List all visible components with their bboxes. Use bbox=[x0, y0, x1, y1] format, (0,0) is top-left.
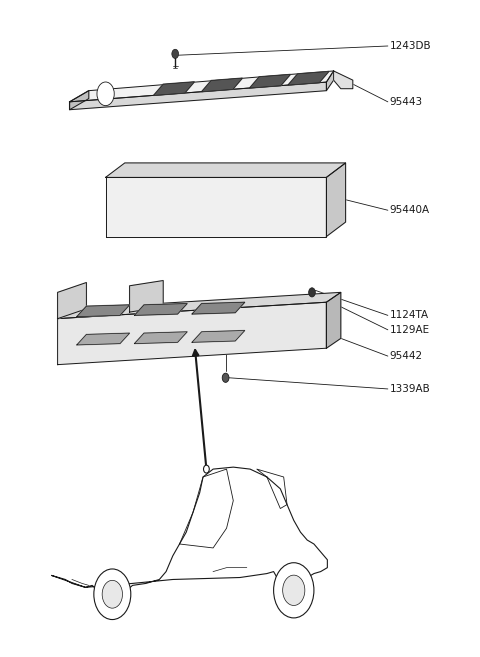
Polygon shape bbox=[134, 304, 187, 315]
Circle shape bbox=[204, 465, 209, 473]
Polygon shape bbox=[70, 82, 326, 110]
Polygon shape bbox=[192, 302, 245, 314]
Text: 95440A: 95440A bbox=[390, 205, 430, 215]
Polygon shape bbox=[250, 74, 290, 88]
Polygon shape bbox=[58, 283, 86, 319]
Polygon shape bbox=[202, 78, 242, 92]
Polygon shape bbox=[106, 177, 326, 237]
Text: 1339AB: 1339AB bbox=[390, 384, 431, 394]
Polygon shape bbox=[52, 467, 327, 597]
Circle shape bbox=[102, 580, 122, 608]
Polygon shape bbox=[154, 82, 194, 95]
Polygon shape bbox=[77, 333, 130, 345]
Circle shape bbox=[309, 288, 315, 297]
Circle shape bbox=[97, 82, 114, 106]
Text: 1129AE: 1129AE bbox=[390, 325, 430, 335]
Polygon shape bbox=[334, 71, 353, 89]
Text: 95443: 95443 bbox=[390, 97, 423, 107]
Polygon shape bbox=[58, 292, 341, 319]
Circle shape bbox=[222, 373, 229, 382]
Polygon shape bbox=[326, 163, 346, 237]
Polygon shape bbox=[326, 71, 334, 91]
Polygon shape bbox=[192, 330, 245, 342]
Polygon shape bbox=[77, 305, 130, 317]
Circle shape bbox=[283, 575, 305, 606]
Polygon shape bbox=[106, 163, 346, 177]
Circle shape bbox=[274, 562, 314, 618]
Polygon shape bbox=[134, 332, 187, 344]
Circle shape bbox=[172, 49, 179, 58]
Text: 95442: 95442 bbox=[390, 351, 423, 361]
Polygon shape bbox=[58, 302, 326, 365]
Text: 1124TA: 1124TA bbox=[390, 310, 429, 321]
Polygon shape bbox=[70, 91, 89, 110]
Polygon shape bbox=[130, 281, 163, 312]
Circle shape bbox=[94, 569, 131, 620]
Polygon shape bbox=[326, 292, 341, 348]
Text: 1243DB: 1243DB bbox=[390, 41, 432, 51]
Polygon shape bbox=[70, 71, 334, 102]
Polygon shape bbox=[288, 72, 329, 85]
